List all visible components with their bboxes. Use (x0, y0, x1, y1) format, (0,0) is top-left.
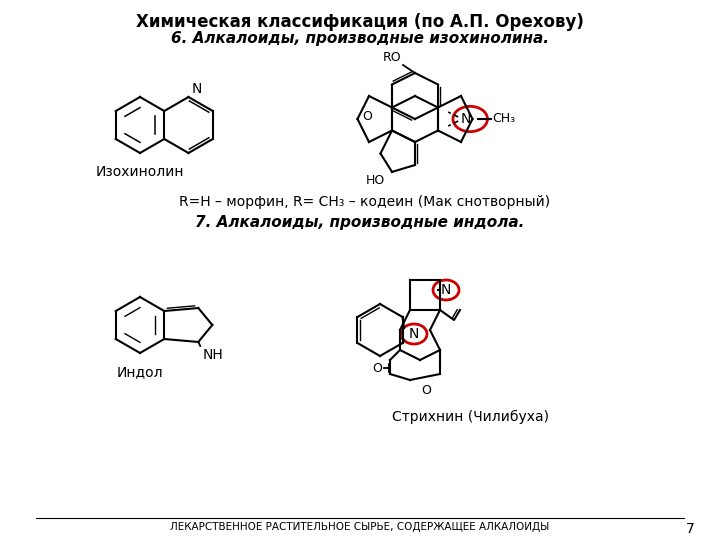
Text: Индол: Индол (117, 365, 163, 379)
Text: RO: RO (382, 51, 401, 64)
Text: NH: NH (202, 348, 223, 362)
Text: N: N (192, 82, 202, 96)
Text: 7: 7 (686, 522, 695, 536)
Text: R=H – морфин, R= CH₃ – кодеин (Мак снотворный): R=H – морфин, R= CH₃ – кодеин (Мак снотв… (179, 195, 551, 209)
Text: CH₃: CH₃ (492, 112, 516, 125)
Text: 6. Алкалоиды, производные изохинолина.: 6. Алкалоиды, производные изохинолина. (171, 31, 549, 46)
Text: N: N (461, 112, 472, 126)
Text: ЛЕКАРСТВЕННОЕ РАСТИТЕЛЬНОЕ СЫРЬЕ, СОДЕРЖАЩЕЕ АЛКАЛОИДЫ: ЛЕКАРСТВЕННОЕ РАСТИТЕЛЬНОЕ СЫРЬЕ, СОДЕРЖ… (171, 522, 549, 532)
Text: O: O (421, 384, 431, 397)
Text: O: O (372, 361, 382, 375)
Text: N: N (409, 327, 419, 341)
Text: HO: HO (366, 174, 385, 187)
Text: N: N (441, 283, 451, 297)
Text: Химическая классификация (по А.П. Орехову): Химическая классификация (по А.П. Орехов… (136, 13, 584, 31)
Text: Стрихнин (Чилибуха): Стрихнин (Чилибуха) (392, 410, 549, 424)
Text: 7. Алкалоиды, производные индола.: 7. Алкалоиды, производные индола. (195, 215, 525, 230)
Text: Изохинолин: Изохинолин (96, 165, 184, 179)
Text: O: O (361, 110, 372, 123)
